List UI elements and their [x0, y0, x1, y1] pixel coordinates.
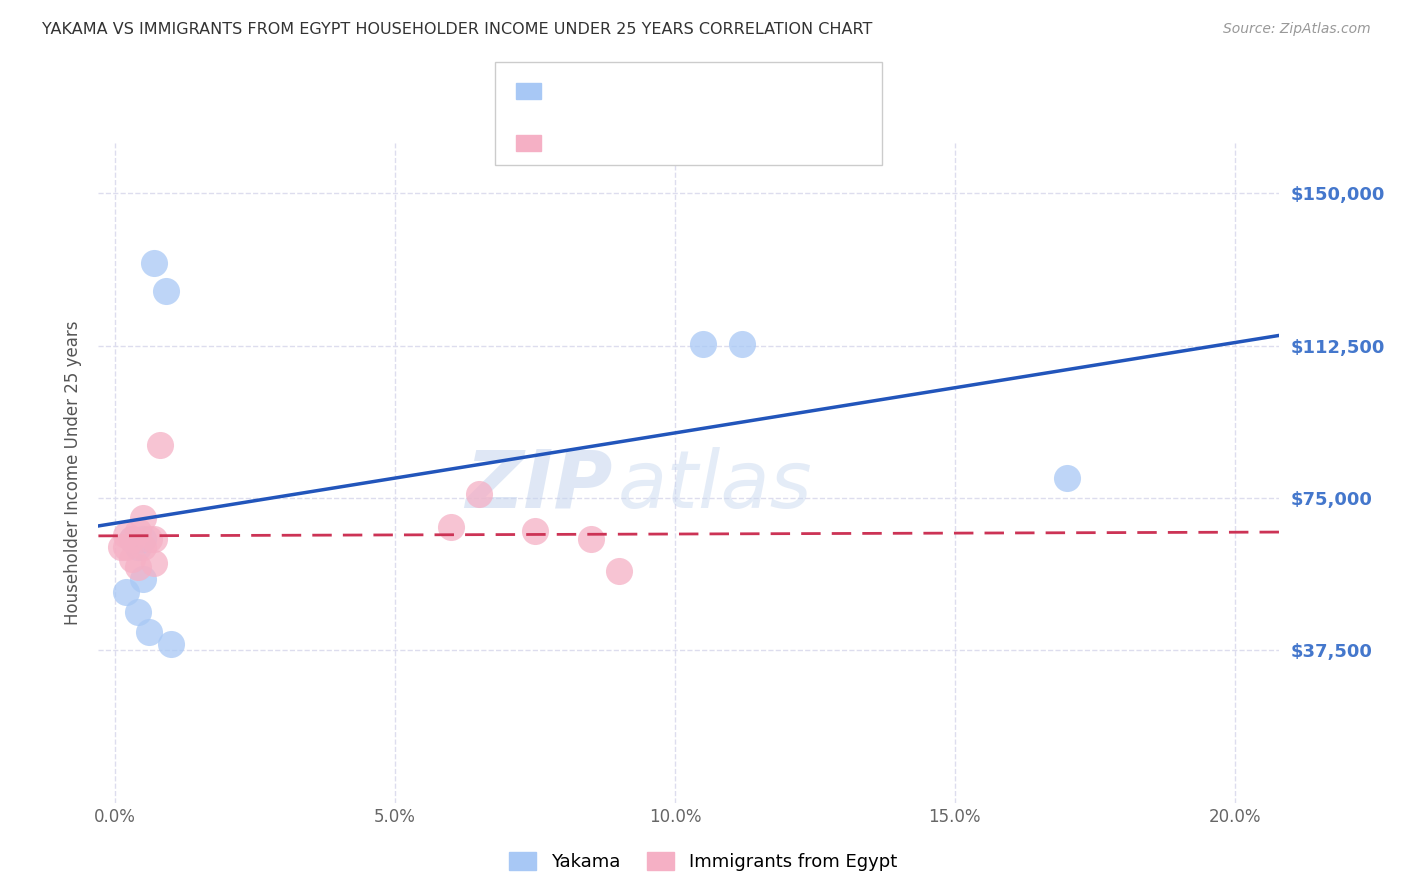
Point: [468, 487, 491, 501]
Point: [524, 524, 547, 538]
Text: atlas: atlas: [619, 447, 813, 525]
Point: [127, 605, 149, 619]
Point: [127, 524, 149, 538]
Point: [607, 564, 630, 578]
Point: [132, 573, 155, 587]
Point: [138, 625, 160, 640]
Text: R =: R =: [555, 134, 592, 152]
Point: [115, 540, 138, 554]
Point: [121, 552, 143, 566]
Point: [143, 532, 166, 546]
Text: N =: N =: [661, 134, 697, 152]
Point: [149, 438, 172, 452]
Point: [121, 532, 143, 546]
Point: [143, 556, 166, 570]
Point: [731, 336, 754, 351]
Text: N =: N =: [661, 82, 697, 100]
Point: [127, 560, 149, 574]
Point: [115, 584, 138, 599]
Text: YAKAMA VS IMMIGRANTS FROM EGYPT HOUSEHOLDER INCOME UNDER 25 YEARS CORRELATION CH: YAKAMA VS IMMIGRANTS FROM EGYPT HOUSEHOL…: [42, 22, 873, 37]
Point: [132, 540, 155, 554]
Point: [121, 532, 143, 546]
Point: [1056, 471, 1078, 485]
Text: 0.314: 0.314: [586, 82, 638, 100]
Text: 0.261: 0.261: [586, 134, 638, 152]
Point: [132, 532, 155, 546]
Point: [132, 511, 155, 525]
Point: [127, 540, 149, 554]
Point: [115, 527, 138, 541]
Point: [155, 284, 177, 298]
Text: Source: ZipAtlas.com: Source: ZipAtlas.com: [1223, 22, 1371, 37]
Text: R =: R =: [555, 82, 592, 100]
Point: [692, 336, 714, 351]
Text: 13: 13: [692, 82, 714, 100]
Y-axis label: Householder Income Under 25 years: Householder Income Under 25 years: [65, 320, 83, 625]
Point: [579, 532, 602, 546]
Point: [160, 637, 183, 651]
Point: [110, 540, 132, 554]
Point: [440, 519, 463, 533]
Legend: Yakama, Immigrants from Egypt: Yakama, Immigrants from Egypt: [502, 845, 904, 879]
Text: ZIP: ZIP: [465, 447, 612, 525]
Text: 18: 18: [692, 134, 714, 152]
Point: [138, 532, 160, 546]
Point: [143, 255, 166, 269]
